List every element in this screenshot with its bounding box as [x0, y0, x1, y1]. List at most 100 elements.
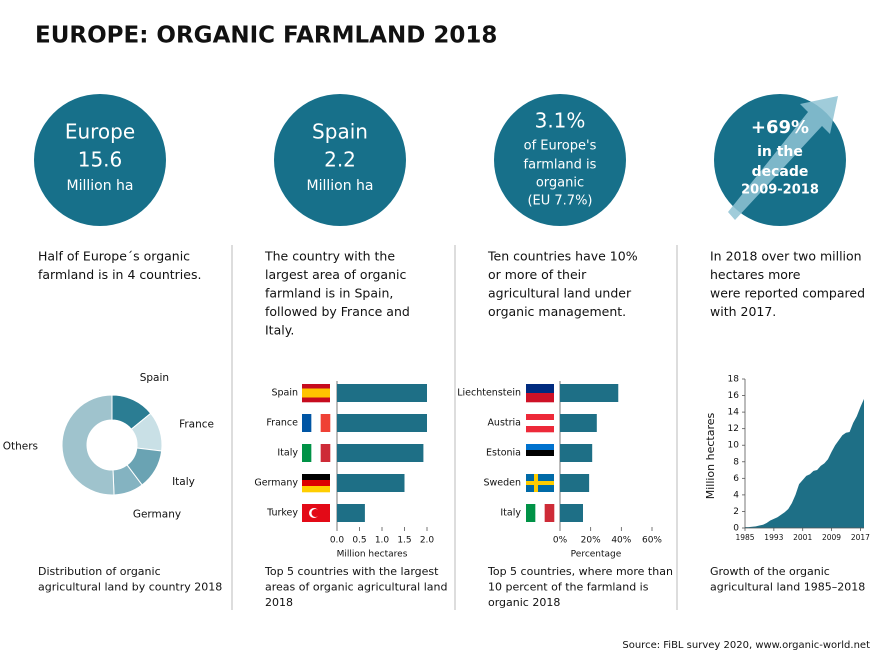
x-tick-label: 40%	[611, 536, 631, 546]
flag	[311, 414, 321, 432]
flag	[526, 414, 554, 421]
category-label: Germany	[254, 478, 298, 489]
description: In 2018 over two million	[710, 249, 862, 264]
x-tick-label: 1.0	[375, 536, 390, 546]
caption: agricultural land by country 2018	[38, 581, 222, 594]
category-label: Spain	[271, 388, 298, 399]
donut-slice	[61, 394, 115, 496]
description: Ten countries have 10%	[487, 249, 638, 264]
flag	[311, 444, 321, 462]
stat-text: 2009-2018	[741, 183, 819, 198]
flag	[526, 420, 554, 427]
stat-text: 2.2	[324, 148, 356, 172]
category-label: Italy	[277, 448, 298, 459]
description: organic management.	[488, 304, 626, 319]
description: farmland is in 4 countries.	[38, 267, 201, 282]
bar	[560, 504, 583, 522]
caption: 2018	[265, 596, 293, 609]
flag	[526, 481, 554, 485]
flag	[302, 388, 330, 394]
flag	[526, 384, 554, 394]
bar	[560, 444, 593, 462]
stat-text: decade	[752, 164, 809, 180]
bar	[337, 504, 365, 522]
stat-text: 3.1%	[535, 109, 586, 133]
flag	[535, 504, 545, 522]
x-tick-label: 2.0	[420, 536, 435, 546]
description: The country with the	[264, 249, 395, 264]
caption: Growth of the organic	[710, 565, 830, 578]
source: Source: FiBL survey 2020, www.organic-wo…	[622, 640, 870, 651]
category-label: Italy	[500, 508, 521, 519]
description: or more of their	[488, 267, 587, 282]
flag	[302, 486, 330, 493]
y-tick-label: 12	[728, 424, 739, 434]
flag	[526, 426, 554, 433]
growth-arrow	[728, 96, 838, 220]
flag	[302, 397, 330, 403]
stat-text: (EU 7.7%)	[527, 194, 592, 209]
flag	[302, 474, 330, 481]
x-tick-label: 20%	[581, 536, 601, 546]
y-tick-label: 2	[733, 507, 739, 517]
category-label: Estonia	[486, 448, 521, 459]
stat-circle	[274, 94, 406, 226]
description: agricultural land under	[488, 286, 632, 301]
flag	[526, 444, 554, 451]
stat-text: Million ha	[307, 178, 374, 194]
caption: agricultural land 1985–2018	[710, 581, 865, 594]
bar	[560, 384, 619, 402]
caption: Top 5 countries with the largest	[264, 565, 439, 578]
axis-title: Million hectares	[704, 412, 717, 499]
flag	[302, 480, 330, 487]
flag	[544, 504, 555, 522]
category-label: Austria	[487, 418, 521, 429]
bar	[337, 444, 424, 462]
caption: 10 percent of the farmland is	[488, 581, 649, 594]
flag	[302, 414, 312, 432]
stat-circle	[494, 94, 626, 226]
description: were reported compared	[710, 286, 865, 301]
stat-text: Spain	[312, 120, 368, 144]
y-tick-label: 16	[728, 391, 740, 401]
flag	[320, 444, 331, 462]
x-tick-label: 0.0	[330, 536, 345, 546]
slice-label: Spain	[140, 372, 169, 384]
description: Italy.	[265, 323, 294, 338]
caption: Distribution of organic	[38, 565, 161, 578]
y-tick-label: 8	[733, 457, 739, 467]
slice-label: Italy	[172, 476, 195, 488]
flag	[526, 450, 554, 457]
category-label: France	[266, 418, 298, 429]
flag	[526, 456, 554, 463]
x-tick-label: 1985	[735, 533, 754, 542]
description: hectares more	[710, 267, 801, 282]
y-tick-label: 18	[728, 375, 740, 385]
flag	[320, 414, 331, 432]
stat-text: 15.6	[78, 148, 123, 172]
stat-text: in the	[757, 144, 803, 160]
flag	[302, 444, 312, 462]
caption: areas of organic agricultural land	[265, 581, 447, 594]
y-tick-label: 6	[733, 474, 739, 484]
slice-label: Germany	[133, 509, 181, 521]
area	[745, 398, 864, 528]
stat-text: Europe	[65, 120, 135, 144]
x-tick-label: 2009	[822, 533, 841, 542]
description: farmland is in Spain,	[265, 286, 393, 301]
axis-title: Million hectares	[337, 550, 408, 560]
caption: Top 5 countries, where more than	[487, 565, 673, 578]
slice-label: Others	[3, 440, 38, 452]
stat-text: +69%	[751, 117, 809, 138]
category-label: Turkey	[266, 508, 298, 519]
bar	[337, 384, 427, 402]
stat-text: organic	[536, 176, 584, 191]
stat-circle	[34, 94, 166, 226]
axis-title: Percentage	[571, 550, 622, 560]
x-tick-label: 1.5	[397, 536, 411, 546]
title: EUROPE: ORGANIC FARMLAND 2018	[35, 23, 497, 49]
bar	[560, 414, 597, 432]
stat-text: farmland is	[524, 158, 597, 173]
description: with 2017.	[710, 304, 776, 319]
